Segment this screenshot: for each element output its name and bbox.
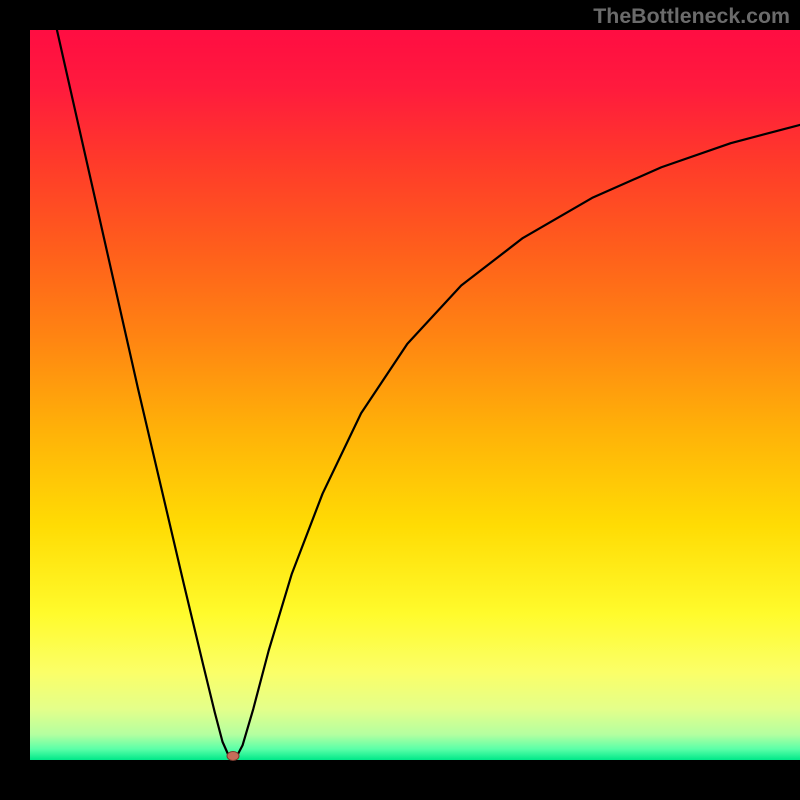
plot-area — [30, 30, 800, 760]
chart-container: TheBottleneck.com — [0, 0, 800, 800]
bottleneck-curve — [57, 30, 800, 759]
curve-layer — [30, 30, 800, 760]
watermark-text: TheBottleneck.com — [593, 4, 790, 29]
optimal-point-marker — [226, 751, 239, 761]
